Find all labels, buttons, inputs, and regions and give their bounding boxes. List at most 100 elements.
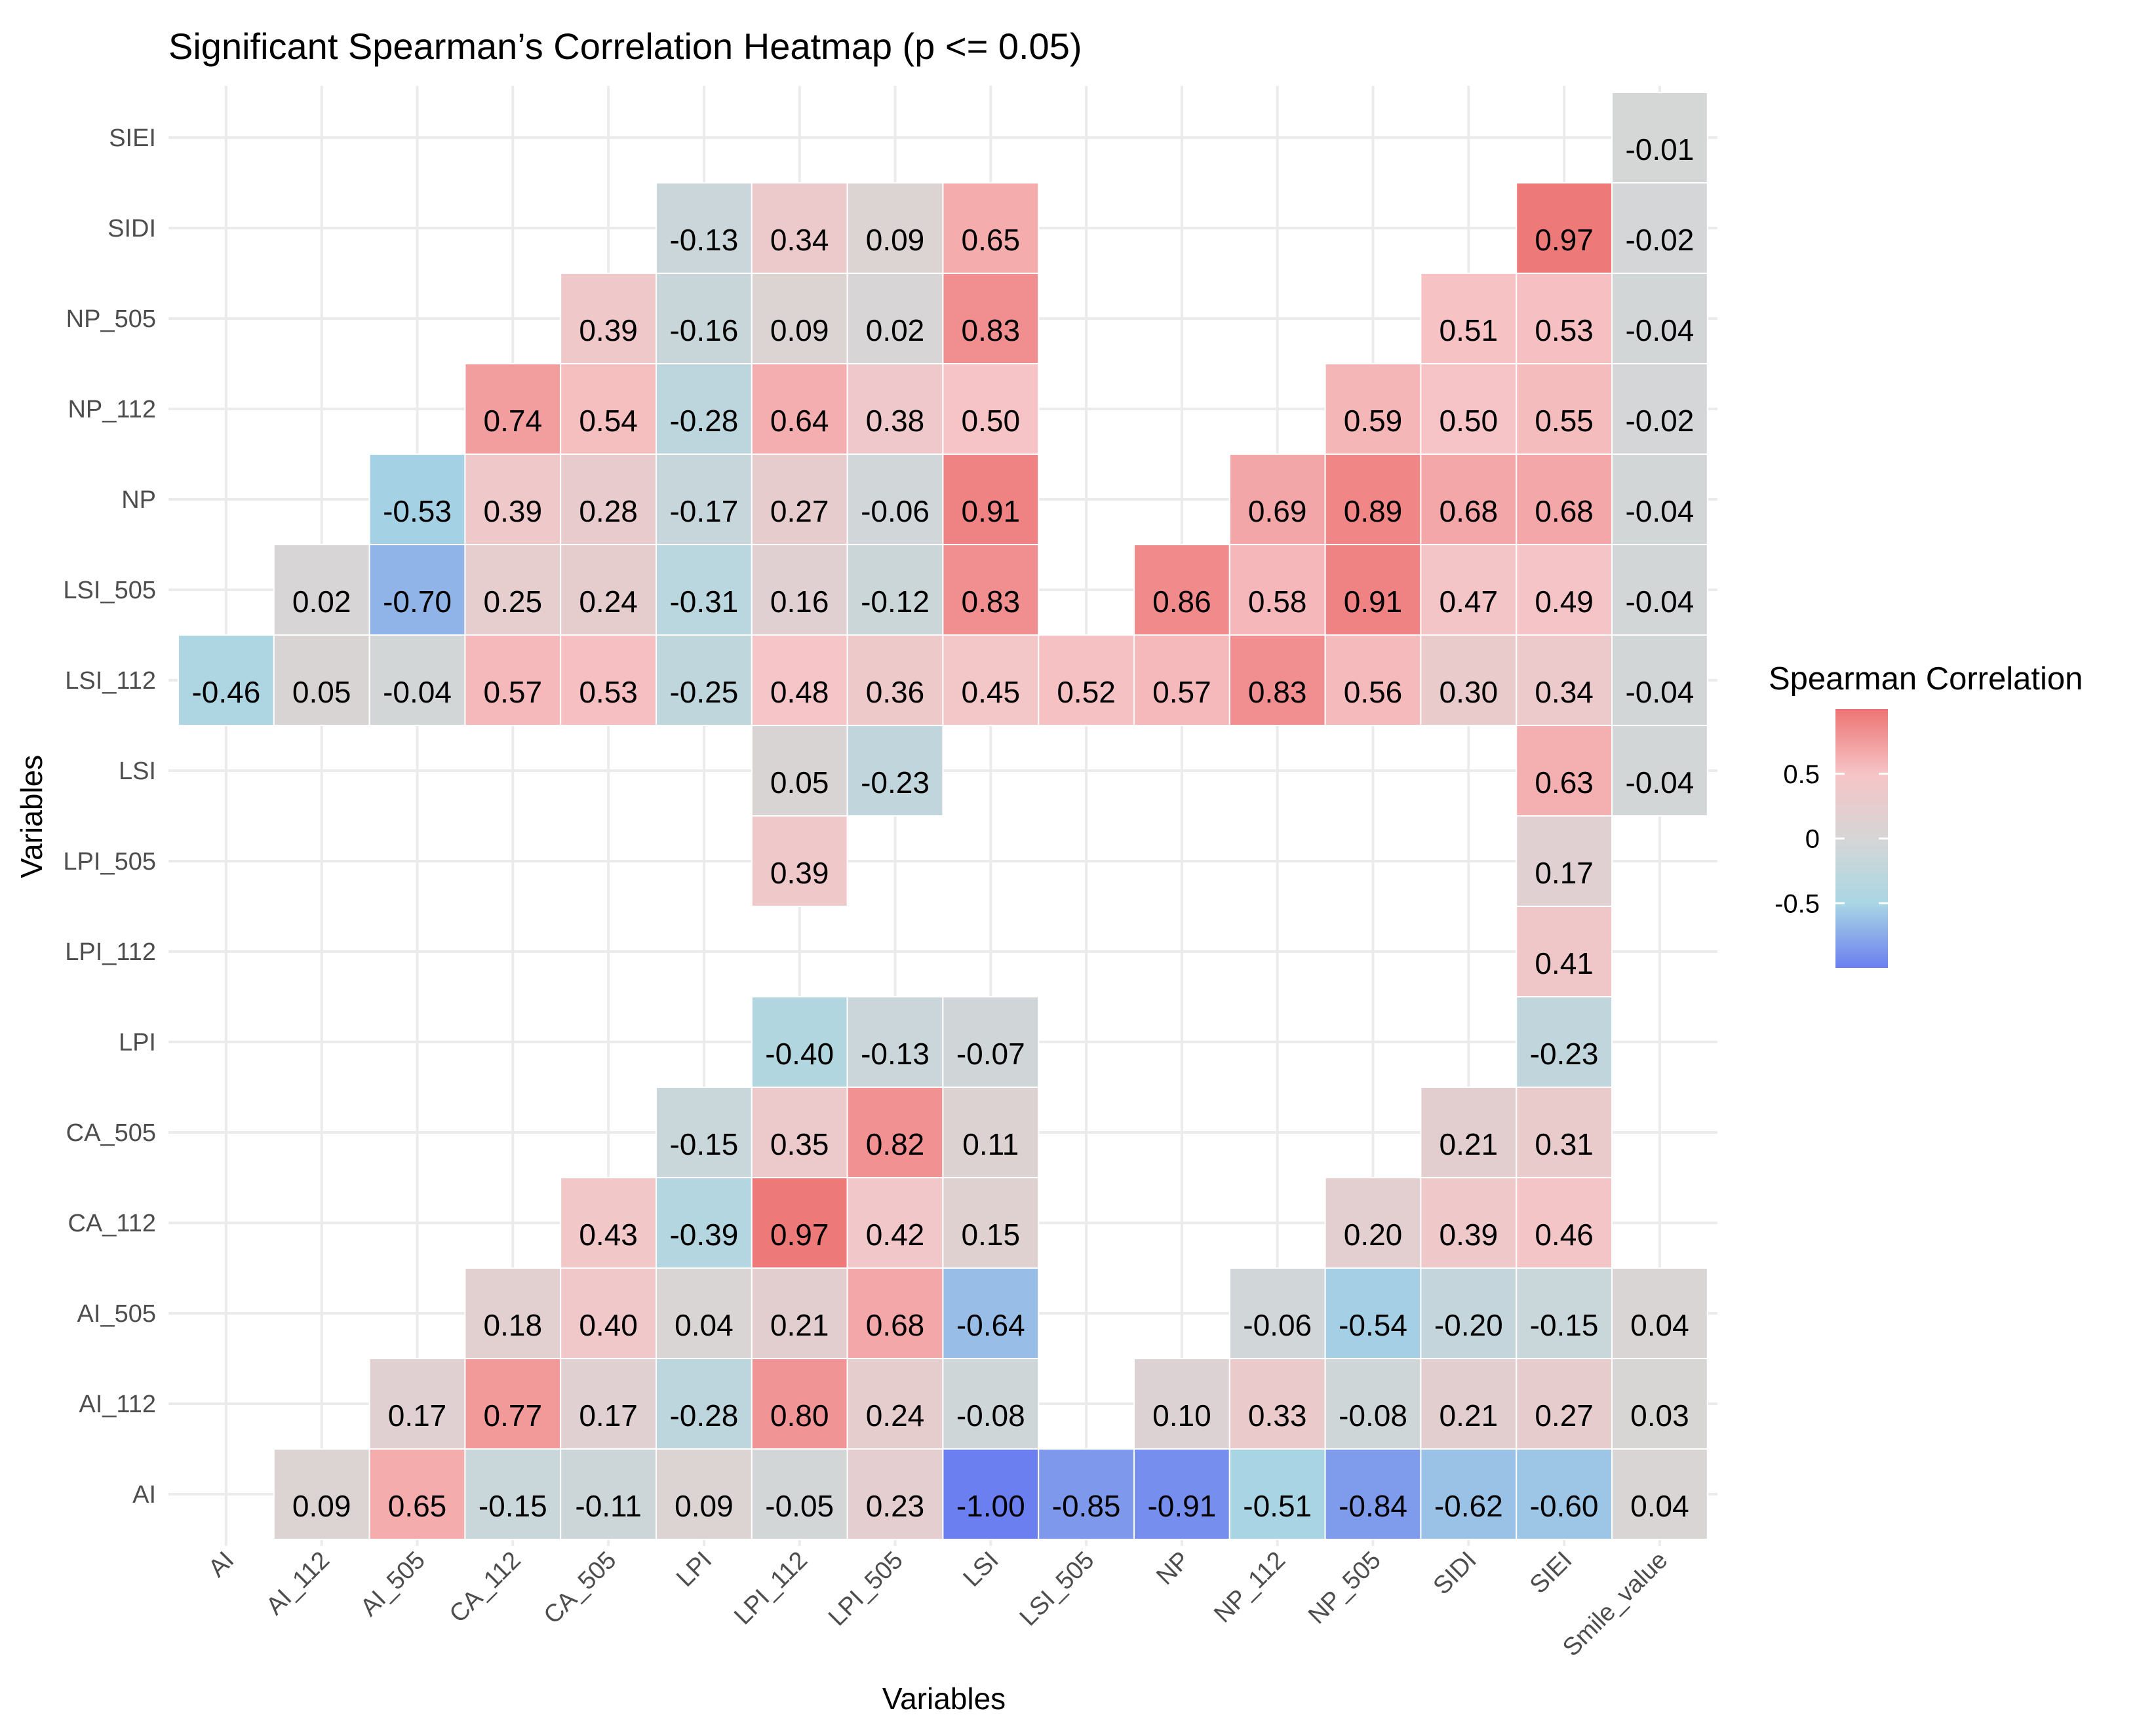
heatmap-cell	[846, 1087, 944, 1178]
cell-value-label: 0.02	[866, 313, 925, 347]
heatmap-cells	[178, 92, 1708, 1540]
cell-value-label: 0.17	[579, 1398, 638, 1433]
cell-value-label: 0.46	[1535, 1218, 1594, 1252]
cell-value-label: -0.46	[191, 675, 260, 709]
cell-value-label: 0.43	[579, 1218, 638, 1252]
cell-value-label: 0.80	[770, 1398, 829, 1433]
heatmap-cell	[656, 453, 753, 545]
heatmap-cell	[560, 1358, 657, 1450]
heatmap-cell	[1420, 1267, 1518, 1359]
cell-value-label: -0.04	[383, 675, 452, 709]
heatmap-cell	[464, 544, 562, 636]
heatmap-cell	[656, 182, 753, 274]
cell-value-label: 0.36	[866, 675, 925, 709]
cell-value-label: 0.05	[770, 765, 829, 800]
y-tick-label: LPI_505	[63, 848, 156, 876]
heatmap-cell	[751, 1087, 848, 1178]
cell-value-label: -0.62	[1434, 1489, 1503, 1523]
heatmap-cell	[942, 363, 1040, 455]
cell-value-label: 0.74	[484, 404, 543, 438]
y-tick-label: LPI	[119, 1029, 156, 1056]
cell-value-label: -0.02	[1625, 223, 1694, 257]
y-tick-label: AI_505	[77, 1300, 156, 1328]
cell-value-label: -0.04	[1625, 494, 1694, 528]
heatmap-cell	[464, 1448, 562, 1540]
heatmap-cell	[656, 1267, 753, 1359]
heatmap-cell	[368, 1358, 466, 1450]
cell-value-label: -0.31	[669, 585, 738, 619]
heatmap-cell	[846, 182, 944, 274]
heatmap-cell	[1516, 906, 1613, 997]
heatmap-cell	[1228, 544, 1326, 636]
heatmap-cell	[1611, 634, 1708, 726]
heatmap-cell	[751, 725, 848, 817]
cell-value-label: -0.01	[1625, 132, 1694, 166]
heatmap-cell	[942, 1448, 1040, 1540]
heatmap-cell	[1611, 273, 1708, 364]
cell-value-label: -0.08	[956, 1398, 1025, 1433]
cell-value-label: -0.20	[1434, 1308, 1503, 1342]
heatmap-cell	[1038, 1448, 1135, 1540]
heatmap-cell	[368, 1448, 466, 1540]
y-tick-label: AI	[132, 1481, 156, 1509]
cell-value-label: -0.85	[1052, 1489, 1121, 1523]
cell-value-label: 0.21	[1440, 1127, 1499, 1161]
heatmap-cell	[656, 634, 753, 726]
legend-ticks: 0.5 0 -0.5	[1774, 760, 1888, 918]
cell-value-label: 0.64	[770, 404, 829, 438]
cell-value-label: 0.59	[1344, 404, 1403, 438]
heatmap-cell	[560, 1177, 657, 1269]
heatmap-cell	[846, 544, 944, 636]
legend-tick-label: -0.5	[1774, 889, 1820, 918]
heatmap-cell	[560, 1448, 657, 1540]
heatmap-cell	[464, 1267, 562, 1359]
cell-value-label: 0.86	[1152, 585, 1211, 619]
cell-value-label: 0.69	[1248, 494, 1307, 528]
heatmap-cell	[942, 453, 1040, 545]
cell-value-label: -0.40	[765, 1037, 834, 1071]
cell-value-label: 0.41	[1535, 946, 1594, 980]
heatmap-cell	[942, 996, 1040, 1088]
legend-tick-label: 0.5	[1783, 760, 1820, 789]
heatmap-cell	[1611, 544, 1708, 636]
cell-value-label: 0.24	[866, 1398, 925, 1433]
cell-value-label: 0.63	[1535, 765, 1594, 800]
heatmap-cell	[368, 634, 466, 726]
cell-value-label: -0.13	[669, 223, 738, 257]
cell-value-label: 0.50	[962, 404, 1021, 438]
heatmap-cell	[1038, 634, 1135, 726]
color-legend: Spearman Correlation 0.5 0 -0.5	[1769, 661, 2083, 968]
heatmap-cell	[942, 1177, 1040, 1269]
cell-value-label: 0.40	[579, 1308, 638, 1342]
cell-value-label: 0.34	[770, 223, 829, 257]
cell-value-label: -0.04	[1625, 313, 1694, 347]
cell-value-label: 0.97	[1535, 223, 1594, 257]
cell-value-label: 0.54	[579, 404, 638, 438]
heatmap-cell	[1420, 1177, 1518, 1269]
cell-value-label: 0.89	[1344, 494, 1403, 528]
cell-value-label: 0.34	[1535, 675, 1594, 709]
cell-value-label: -0.39	[669, 1218, 738, 1252]
heatmap-cell	[1611, 92, 1708, 183]
cell-value-label: 0.49	[1535, 585, 1594, 619]
y-tick-label: CA_505	[66, 1119, 156, 1147]
heatmap-cell	[1228, 1267, 1326, 1359]
cell-value-label: 0.53	[579, 675, 638, 709]
cell-value-label: 0.16	[770, 585, 829, 619]
y-tick-label: LSI	[119, 758, 156, 785]
heatmap-cell	[751, 273, 848, 364]
y-axis-tick-labels: SIEI SIDI NP_505 NP_112 NP LSI_505 LSI_112 LSI L…	[63, 125, 156, 1509]
heatmap-cell	[942, 1358, 1040, 1450]
cell-value-label: -0.25	[669, 675, 738, 709]
heatmap-cell	[846, 634, 944, 726]
cell-value-label: 0.28	[579, 494, 638, 528]
cell-value-label: 0.91	[1344, 585, 1403, 619]
heatmap-cell	[1516, 544, 1613, 636]
heatmap-cell	[1324, 1177, 1422, 1269]
heatmap-cell	[751, 182, 848, 274]
cell-value-label: -0.06	[861, 494, 930, 528]
cell-value-label: 0.10	[1152, 1398, 1211, 1433]
cell-value-label: 0.39	[770, 856, 829, 890]
cell-value-label: 0.42	[866, 1218, 925, 1252]
